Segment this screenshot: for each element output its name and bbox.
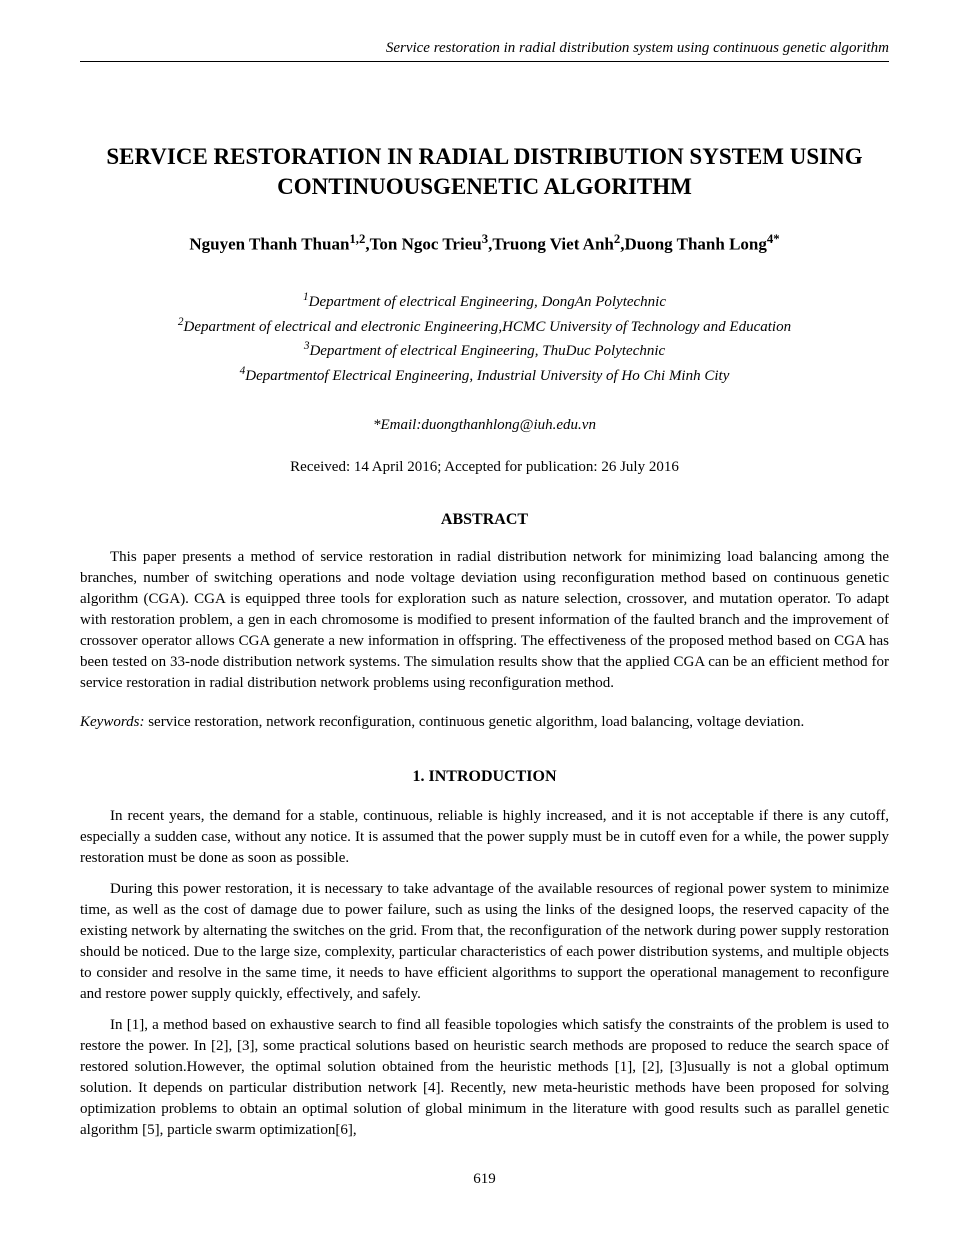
running-header: Service restoration in radial distributi… xyxy=(80,40,889,57)
keywords-line: Keywords: service restoration, network r… xyxy=(80,712,889,733)
abstract-paragraph: This paper presents a method of service … xyxy=(80,547,889,694)
email-prefix: *Email: xyxy=(373,417,421,433)
email-address: duongthanhlong@iuh.edu.vn xyxy=(421,417,596,433)
paper-title: SERVICE RESTORATION IN RADIAL DISTRIBUTI… xyxy=(80,142,889,202)
keywords-text: service restoration, network reconfigura… xyxy=(144,714,804,730)
affiliation-1: 1Department of electrical Engineering, D… xyxy=(80,289,889,314)
abstract-heading: ABSTRACT xyxy=(80,511,889,529)
authors-line: Nguyen Thanh Thuan1,2,Ton Ngoc Trieu3,Tr… xyxy=(80,232,889,255)
intro-paragraph-2: During this power restoration, it is nec… xyxy=(80,879,889,1005)
affiliation-2: 2Department of electrical and electronic… xyxy=(80,314,889,339)
affiliation-3: 3Department of electrical Engineering, T… xyxy=(80,338,889,363)
affiliation-4: 4Departmentof Electrical Engineering, In… xyxy=(80,363,889,388)
header-rule xyxy=(80,61,889,62)
publication-dates: Received: 14 April 2016; Accepted for pu… xyxy=(80,459,889,476)
intro-paragraph-1: In recent years, the demand for a stable… xyxy=(80,806,889,869)
affiliations: 1Department of electrical Engineering, D… xyxy=(80,289,889,387)
introduction-heading: 1. INTRODUCTION xyxy=(80,768,889,786)
page-number: 619 xyxy=(80,1171,889,1188)
intro-paragraph-3: In [1], a method based on exhaustive sea… xyxy=(80,1015,889,1141)
corresponding-email: *Email:duongthanhlong@iuh.edu.vn xyxy=(80,417,889,434)
keywords-label: Keywords: xyxy=(80,714,144,730)
